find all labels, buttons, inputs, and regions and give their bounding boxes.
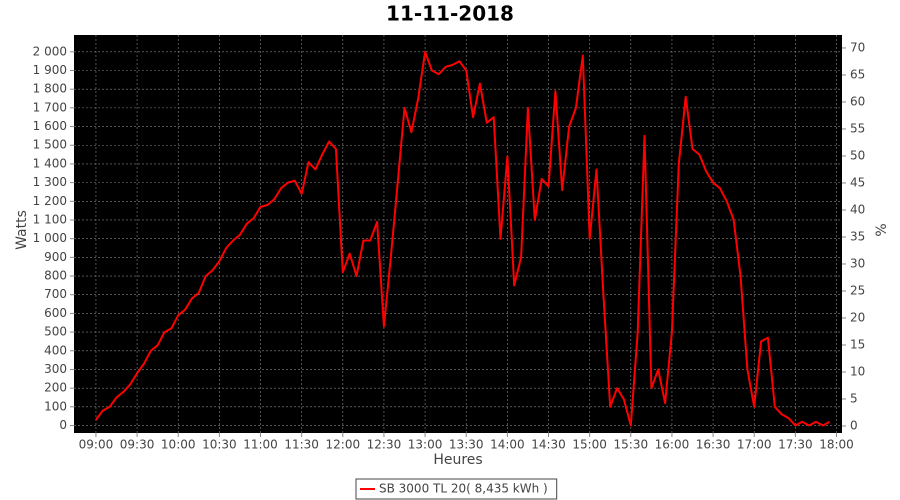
legend: SB 3000 TL 20( 8,435 kWh ) <box>355 478 558 500</box>
y-tick-label: 600 <box>44 306 67 320</box>
y2-tick-label: 20 <box>850 310 865 324</box>
series-line <box>95 50 831 427</box>
y-tick-label: 1 000 <box>33 231 67 245</box>
x-tick-label: 12:30 <box>367 438 402 452</box>
y-tick-label: 200 <box>44 381 67 395</box>
x-tick-label: 18:00 <box>819 438 854 452</box>
y2-tick-label: 65 <box>850 67 865 81</box>
y-tick-label: 1 600 <box>33 119 67 133</box>
y-tick-label: 2 000 <box>33 44 67 58</box>
x-tick-label: 13:30 <box>449 438 484 452</box>
y2-tick-label: 10 <box>850 364 865 378</box>
chart-title: 11-11-2018 <box>386 2 514 26</box>
x-tick-label: 15:30 <box>614 438 649 452</box>
y2-tick-label: 15 <box>850 337 865 351</box>
legend-label: SB 3000 TL 20( 8,435 kWh ) <box>379 482 548 496</box>
y2-tick-label: 5 <box>850 391 858 405</box>
y-tick-label: 1 400 <box>33 156 67 170</box>
x-tick-label: 16:30 <box>696 438 731 452</box>
x-tick-label: 17:30 <box>778 438 813 452</box>
y-tick-label: 1 200 <box>33 194 67 208</box>
x-tick-label: 09:30 <box>120 438 155 452</box>
y-tick-label: 400 <box>44 343 67 357</box>
y-tick-label: 900 <box>44 250 67 264</box>
x-tick-label: 15:00 <box>572 438 607 452</box>
plot-area <box>74 35 842 433</box>
x-tick-label: 17:00 <box>737 438 772 452</box>
y2-tick-label: 70 <box>850 40 865 54</box>
y2-tick-label: 45 <box>850 175 865 189</box>
y-tick-label: 800 <box>44 269 67 283</box>
y2-tick-label: 50 <box>850 148 865 162</box>
x-axis-label: Heures <box>433 452 482 468</box>
x-tick-label: 14:30 <box>531 438 566 452</box>
x-tick-label: 10:30 <box>202 438 237 452</box>
x-tick-label: 12:00 <box>326 438 361 452</box>
y-tick-label: 300 <box>44 362 67 376</box>
y-tick-label: 500 <box>44 325 67 339</box>
y2-tick-label: 35 <box>850 229 865 243</box>
y2-tick-label: 30 <box>850 256 865 270</box>
y-axis-label: Watts <box>14 210 30 250</box>
y-tick-label: 1 800 <box>33 82 67 96</box>
legend-box <box>355 478 558 500</box>
y2-axis-label: % <box>874 223 890 236</box>
x-tick-label: 14:00 <box>490 438 525 452</box>
y-tick-label: 1 300 <box>33 175 67 189</box>
x-tick-label: 09:00 <box>79 438 114 452</box>
y2-tick-label: 55 <box>850 121 865 135</box>
y-tick-label: 1 700 <box>33 100 67 114</box>
y2-tick-label: 0 <box>850 418 858 432</box>
y-tick-label: 1 900 <box>33 63 67 77</box>
y-tick-label: 0 <box>59 418 67 432</box>
y2-tick-label: 25 <box>850 283 865 297</box>
y2-tick-label: 60 <box>850 94 865 108</box>
x-tick-label: 11:30 <box>284 438 319 452</box>
y-tick-label: 700 <box>44 287 67 301</box>
x-tick-label: 13:00 <box>408 438 443 452</box>
y-tick-label: 100 <box>44 399 67 413</box>
y-tick-label: 1 500 <box>33 138 67 152</box>
x-tick-label: 11:00 <box>243 438 278 452</box>
x-tick-label: 16:00 <box>655 438 690 452</box>
y2-tick-label: 40 <box>850 202 865 216</box>
x-tick-label: 10:00 <box>161 438 196 452</box>
y-tick-label: 1 100 <box>33 212 67 226</box>
